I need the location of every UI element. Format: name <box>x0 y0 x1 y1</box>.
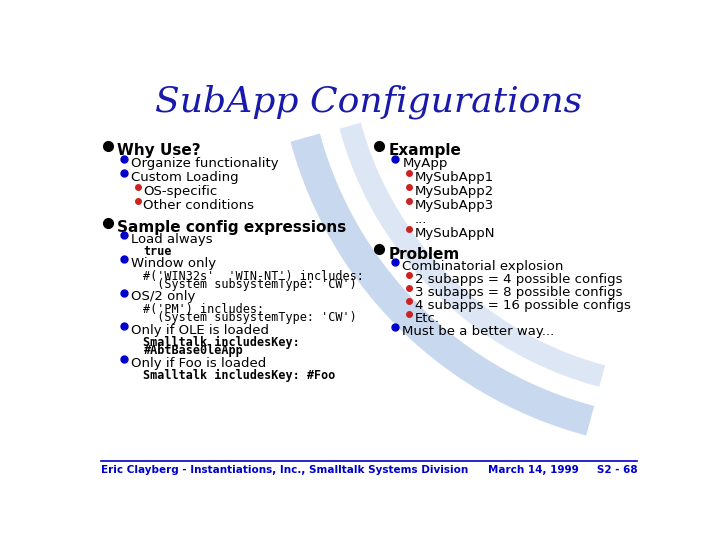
Text: OS-specific: OS-specific <box>143 185 217 198</box>
Text: MySubApp2: MySubApp2 <box>415 185 494 198</box>
Text: Only if OLE is loaded: Only if OLE is loaded <box>131 323 269 336</box>
Text: Sample config expressions: Sample config expressions <box>117 220 346 235</box>
Text: March 14, 1999     S2 - 68: March 14, 1999 S2 - 68 <box>487 465 637 475</box>
Text: Combinatorial explosion: Combinatorial explosion <box>402 260 564 273</box>
Text: MyApp: MyApp <box>402 157 448 170</box>
Text: MySubApp1: MySubApp1 <box>415 171 494 184</box>
Text: MySubApp3: MySubApp3 <box>415 199 494 212</box>
Text: Smalltalk includesKey:: Smalltalk includesKey: <box>143 336 300 349</box>
Text: Load always: Load always <box>131 233 212 246</box>
Text: Must be a better way...: Must be a better way... <box>402 325 554 338</box>
Text: 2 subapps = 4 possible configs: 2 subapps = 4 possible configs <box>415 273 622 286</box>
Text: Other conditions: Other conditions <box>143 199 254 212</box>
Text: Custom Loading: Custom Loading <box>131 171 239 184</box>
Text: Problem: Problem <box>388 247 459 261</box>
Text: Smalltalk includesKey: #Foo: Smalltalk includesKey: #Foo <box>143 369 336 382</box>
Text: (System subsystemType: 'CW'): (System subsystemType: 'CW') <box>143 278 357 291</box>
Text: 4 subapps = 16 possible configs: 4 subapps = 16 possible configs <box>415 299 631 312</box>
Text: #('PM') includes:: #('PM') includes: <box>143 303 265 316</box>
Text: #('WIN32s'  'WIN-NT') includes:: #('WIN32s' 'WIN-NT') includes: <box>143 269 364 282</box>
Text: SubApp Configurations: SubApp Configurations <box>156 84 582 119</box>
Text: 3 subapps = 8 possible configs: 3 subapps = 8 possible configs <box>415 286 622 299</box>
Text: #AbtBase0leApp: #AbtBase0leApp <box>143 345 243 357</box>
Text: Etc.: Etc. <box>415 312 440 325</box>
Text: Window only: Window only <box>131 257 216 271</box>
Text: Why Use?: Why Use? <box>117 143 201 158</box>
Text: MySubAppN: MySubAppN <box>415 226 495 240</box>
Text: Example: Example <box>388 143 462 158</box>
Text: true: true <box>143 245 172 258</box>
Text: ...: ... <box>415 213 427 226</box>
Text: Only if Foo is loaded: Only if Foo is loaded <box>131 356 266 369</box>
Text: Eric Clayberg - Instantiations, Inc., Smalltalk Systems Division: Eric Clayberg - Instantiations, Inc., Sm… <box>101 465 468 475</box>
Text: (System subsystemType: 'CW'): (System subsystemType: 'CW') <box>143 311 357 324</box>
Text: Organize functionality: Organize functionality <box>131 157 279 170</box>
Text: OS/2 only: OS/2 only <box>131 291 195 303</box>
